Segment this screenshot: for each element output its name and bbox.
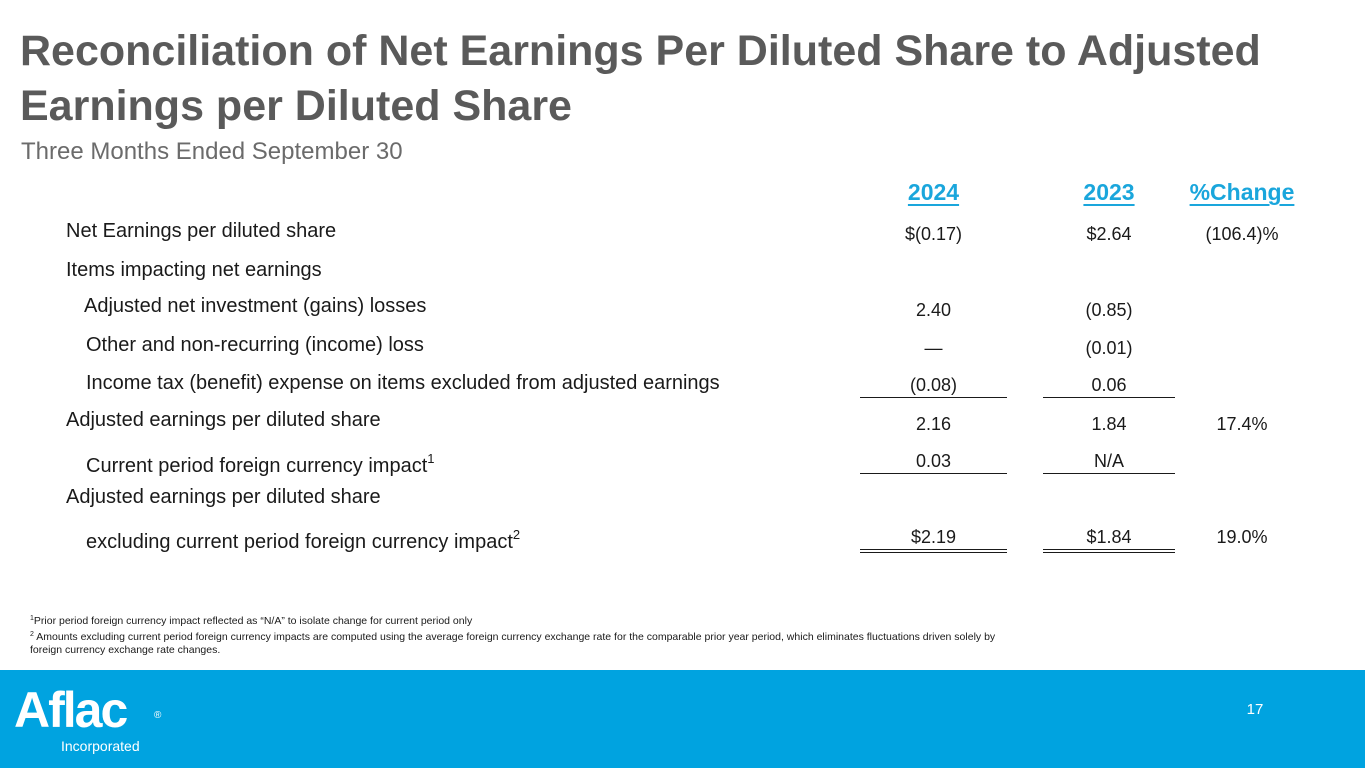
table-row: Adjusted earnings per diluted share 2.16… (0, 408, 1365, 446)
value-2024: $(0.17) (904, 224, 963, 244)
value-2023: (0.85) (1085, 300, 1133, 320)
value-2024: (0.08) (860, 373, 1007, 398)
row-label: excluding current period foreign currenc… (86, 527, 521, 553)
value-change: 17.4% (1216, 414, 1268, 434)
value-2024: 0.03 (860, 449, 1007, 474)
logo-subtext: Incorporated (61, 738, 140, 754)
table-row: Income tax (benefit) expense on items ex… (0, 371, 1365, 409)
row-label: Income tax (benefit) expense on items ex… (86, 372, 720, 394)
registered-mark: ® (154, 710, 162, 721)
value-change: (106.4)% (1205, 224, 1279, 244)
aflac-logo: Aflac ® Incorporated (14, 682, 184, 757)
value-2023: (0.01) (1085, 338, 1133, 358)
table-row: Items impacting net earnings (0, 258, 1365, 296)
footnotes: 1Prior period foreign currency impact re… (30, 612, 1010, 657)
column-header-change: %Change (1189, 179, 1295, 205)
row-label: Adjusted earnings per diluted share (66, 409, 381, 431)
logo-wordmark: Aflac (14, 682, 128, 738)
value-2024: 2.16 (915, 414, 952, 434)
page-subtitle: Three Months Ended September 30 (21, 138, 403, 165)
value-change: 19.0% (1216, 527, 1268, 547)
row-label: Other and non-recurring (income) loss (86, 334, 424, 356)
value-2024: 2.40 (915, 300, 952, 320)
row-label: Adjusted net investment (gains) losses (84, 295, 427, 317)
value-2024: $2.19 (860, 525, 1007, 553)
page-title: Reconciliation of Net Earnings Per Dilut… (20, 27, 1261, 130)
column-header-2024: 2024 (907, 179, 960, 205)
table-row: Net Earnings per diluted share $(0.17) $… (0, 219, 1365, 257)
page-number: 17 (1246, 701, 1264, 718)
value-2024: — (924, 338, 943, 358)
table-row: Other and non-recurring (income) loss — … (0, 333, 1365, 371)
row-label: Current period foreign currency impact1 (86, 451, 435, 477)
table-row: Adjusted net investment (gains) losses 2… (0, 294, 1365, 332)
footnote-marker: 1 (427, 451, 435, 466)
table-row: Adjusted earnings per diluted share (0, 485, 1365, 523)
footnote-2: 2 Amounts excluding current period forei… (30, 631, 996, 656)
footer-bar: Aflac ® Incorporated 17 (0, 670, 1365, 768)
value-2023: $1.84 (1043, 525, 1175, 553)
value-2023: N/A (1043, 449, 1175, 474)
value-2023: 0.06 (1043, 373, 1175, 398)
value-2023: $2.64 (1086, 224, 1132, 244)
value-2023: 1.84 (1091, 414, 1127, 434)
column-header-2023: 2023 (1083, 179, 1135, 205)
table-row: excluding current period foreign currenc… (0, 523, 1365, 561)
table-row: Current period foreign currency impact1 … (0, 447, 1365, 485)
row-label: Adjusted earnings per diluted share (66, 486, 381, 508)
row-label: Net Earnings per diluted share (66, 220, 337, 242)
footnote-1: 1Prior period foreign currency impact re… (30, 615, 473, 627)
row-label: Items impacting net earnings (66, 259, 322, 281)
footnote-marker: 2 (512, 527, 521, 542)
